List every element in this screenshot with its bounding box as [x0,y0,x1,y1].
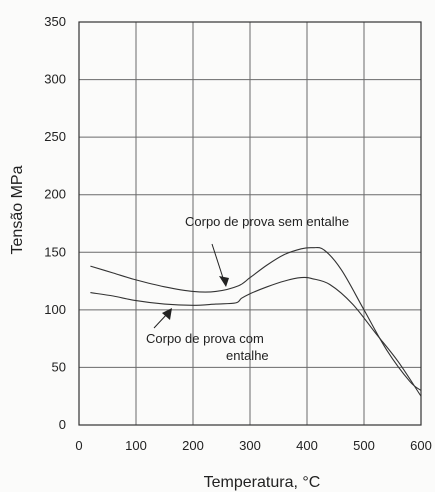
x-tick-label: 100 [125,438,147,453]
series-line-sem-entalhe [90,246,422,391]
x-tick-label: 200 [182,438,204,453]
y-tick-label: 150 [44,244,66,259]
x-tick-label: 500 [353,438,375,453]
grid-lines [78,21,422,426]
x-tick-labels: 0 100 200 300 400 500 600 [75,438,431,453]
y-tick-label: 100 [44,302,66,317]
annotation-arrow-com-entalhe [153,308,172,329]
x-tick-label: 600 [410,438,432,453]
x-tick-label: 300 [239,438,261,453]
annotation-sem-entalhe: Corpo de prova sem entalhe [185,214,349,229]
y-tick-label: 200 [44,187,66,202]
y-axis-title: Tensão MPa [9,165,26,254]
y-tick-label: 300 [44,72,66,87]
x-tick-label: 400 [296,438,318,453]
y-tick-label: 250 [44,129,66,144]
series-line-com-entalhe [90,276,422,397]
y-tick-labels: 0 50 100 150 200 250 300 350 [44,14,66,432]
y-tick-label: 350 [44,14,66,29]
x-tick-label: 0 [75,438,82,453]
y-tick-label: 50 [52,359,66,374]
annotation-com-entalhe-line2: entalhe [226,348,269,363]
x-axis-title: Temperatura, °C [204,474,321,491]
annotation-arrow-sem-entalhe [211,243,229,287]
y-tick-label: 0 [59,417,66,432]
annotation-com-entalhe-line1: Corpo de prova com [146,331,264,346]
plot-frame [78,21,422,426]
series-lines [90,246,422,397]
